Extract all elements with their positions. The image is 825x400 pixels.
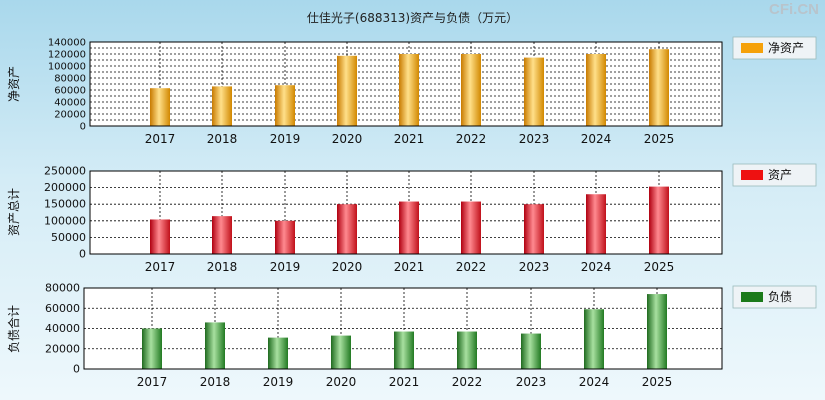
x-tick-label: 2024 bbox=[579, 375, 610, 389]
x-tick-label: 2022 bbox=[456, 132, 487, 146]
x-tick-label: 2023 bbox=[516, 375, 547, 389]
bar-2022 bbox=[461, 201, 481, 254]
y-axis-title: 净资产 bbox=[7, 66, 21, 102]
y-tick-label: 40000 bbox=[54, 98, 86, 109]
y-tick-label: 200000 bbox=[44, 181, 86, 194]
y-tick-label: 100000 bbox=[48, 62, 86, 73]
legend: 资产 bbox=[732, 163, 817, 187]
x-tick-label: 2021 bbox=[389, 375, 420, 389]
bar-2023 bbox=[524, 204, 544, 254]
y-tick-label: 250000 bbox=[44, 165, 86, 178]
x-tick-label: 2025 bbox=[642, 375, 673, 389]
bar-2019 bbox=[268, 337, 288, 369]
bar-2022 bbox=[457, 331, 477, 369]
x-tick-label: 2025 bbox=[644, 260, 675, 274]
bar-2021 bbox=[399, 201, 419, 254]
y-tick-label: 150000 bbox=[44, 198, 86, 211]
plot-border bbox=[83, 287, 723, 370]
legend-label: 净资产 bbox=[768, 41, 804, 55]
watermark: CFi.CN bbox=[769, 1, 819, 18]
legend-box bbox=[732, 163, 817, 187]
bar-2019 bbox=[275, 220, 295, 254]
x-tick-label: 2023 bbox=[519, 132, 550, 146]
y-axis-title: 负债合计 bbox=[6, 305, 21, 353]
plot-border bbox=[89, 170, 723, 255]
x-tick-label: 2018 bbox=[207, 132, 238, 146]
plot-border bbox=[89, 41, 723, 127]
legend-box bbox=[732, 285, 817, 309]
x-tick-label: 2024 bbox=[581, 132, 612, 146]
x-tick-label: 2021 bbox=[394, 132, 425, 146]
bar-2024 bbox=[584, 309, 604, 369]
legend-swatch bbox=[741, 170, 763, 180]
bar-2024 bbox=[586, 54, 606, 126]
x-tick-label: 2018 bbox=[200, 375, 231, 389]
y-axis-title: 资产总计 bbox=[7, 188, 21, 236]
y-tick-label: 140000 bbox=[48, 38, 86, 49]
bar-2020 bbox=[331, 335, 351, 369]
y-tick-label: 20000 bbox=[54, 110, 86, 121]
legend: 负债 bbox=[732, 285, 817, 309]
x-tick-label: 2019 bbox=[270, 132, 301, 146]
bar-2021 bbox=[394, 331, 414, 369]
y-tick-label: 60000 bbox=[45, 302, 80, 315]
x-tick-label: 2020 bbox=[332, 260, 363, 274]
chart-title: 仕佳光子(688313)资产与负债（万元） bbox=[306, 11, 519, 25]
y-tick-label: 0 bbox=[79, 248, 86, 261]
bar-2025 bbox=[649, 186, 669, 254]
y-tick-label: 50000 bbox=[51, 231, 86, 244]
x-tick-label: 2017 bbox=[137, 375, 168, 389]
x-tick-label: 2020 bbox=[332, 132, 363, 146]
y-tick-label: 0 bbox=[80, 122, 86, 133]
chart-panel-2: 0 50000 100000 150000 200000 250000 2017 2018 20… bbox=[7, 163, 817, 274]
bar-2017 bbox=[142, 328, 162, 369]
legend-swatch bbox=[741, 292, 763, 302]
bar-2021 bbox=[399, 54, 419, 126]
bar-2017 bbox=[150, 219, 170, 254]
x-tick-label: 2017 bbox=[145, 260, 176, 274]
bar-2022 bbox=[461, 54, 481, 126]
y-tick-label: 20000 bbox=[45, 342, 80, 355]
y-tick-label: 120000 bbox=[48, 50, 86, 61]
legend-label: 负债 bbox=[768, 290, 792, 304]
bar-2020 bbox=[337, 204, 357, 254]
x-tick-label: 2017 bbox=[145, 132, 176, 146]
x-tick-label: 2020 bbox=[326, 375, 357, 389]
x-tick-label: 2021 bbox=[394, 260, 425, 274]
bar-2025 bbox=[649, 49, 669, 127]
legend-label: 资产 bbox=[768, 168, 792, 182]
legend-swatch bbox=[741, 43, 763, 53]
bar-2025 bbox=[647, 294, 667, 369]
x-tick-label: 2023 bbox=[519, 260, 550, 274]
bar-2018 bbox=[212, 86, 232, 126]
bar-2018 bbox=[212, 216, 232, 254]
x-tick-label: 2022 bbox=[456, 260, 487, 274]
y-tick-label: 80000 bbox=[54, 74, 86, 85]
bar-2020 bbox=[337, 55, 357, 126]
bar-2023 bbox=[521, 333, 541, 369]
x-tick-label: 2019 bbox=[270, 260, 301, 274]
x-tick-label: 2025 bbox=[644, 132, 675, 146]
x-tick-label: 2024 bbox=[581, 260, 612, 274]
y-tick-label: 40000 bbox=[45, 322, 80, 335]
x-tick-label: 2022 bbox=[452, 375, 483, 389]
y-tick-label: 80000 bbox=[45, 282, 80, 295]
y-tick-label: 0 bbox=[73, 363, 80, 376]
bar-2019 bbox=[275, 85, 295, 126]
x-tick-label: 2018 bbox=[207, 260, 238, 274]
bar-2023 bbox=[524, 57, 544, 126]
y-tick-label: 100000 bbox=[44, 214, 86, 227]
y-tick-label: 60000 bbox=[54, 86, 86, 97]
bar-2024 bbox=[586, 194, 606, 254]
legend-box bbox=[732, 36, 817, 60]
bar-2018 bbox=[205, 322, 225, 369]
legend: 净资产 bbox=[732, 36, 817, 60]
bar-2017 bbox=[150, 88, 170, 126]
x-tick-label: 2019 bbox=[263, 375, 294, 389]
chart-panel-3: 0 20000 40000 60000 80000 2017 2018 2019 2020 202… bbox=[6, 282, 817, 389]
